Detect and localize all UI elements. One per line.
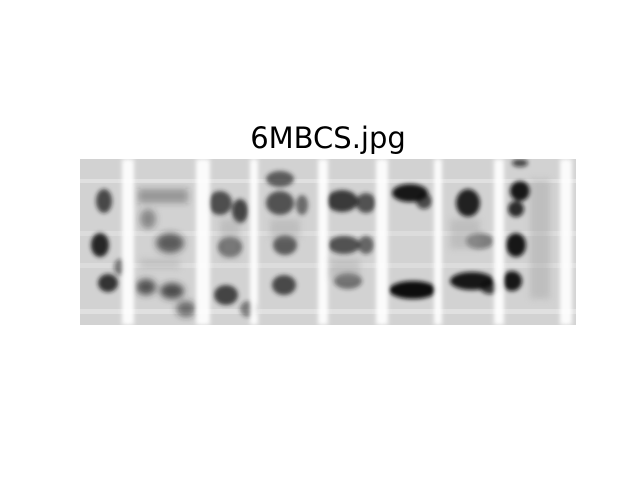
image-title: 6MBCS.jpg <box>0 119 640 157</box>
captcha-image <box>80 159 576 325</box>
captcha-image-graphic <box>80 159 576 325</box>
